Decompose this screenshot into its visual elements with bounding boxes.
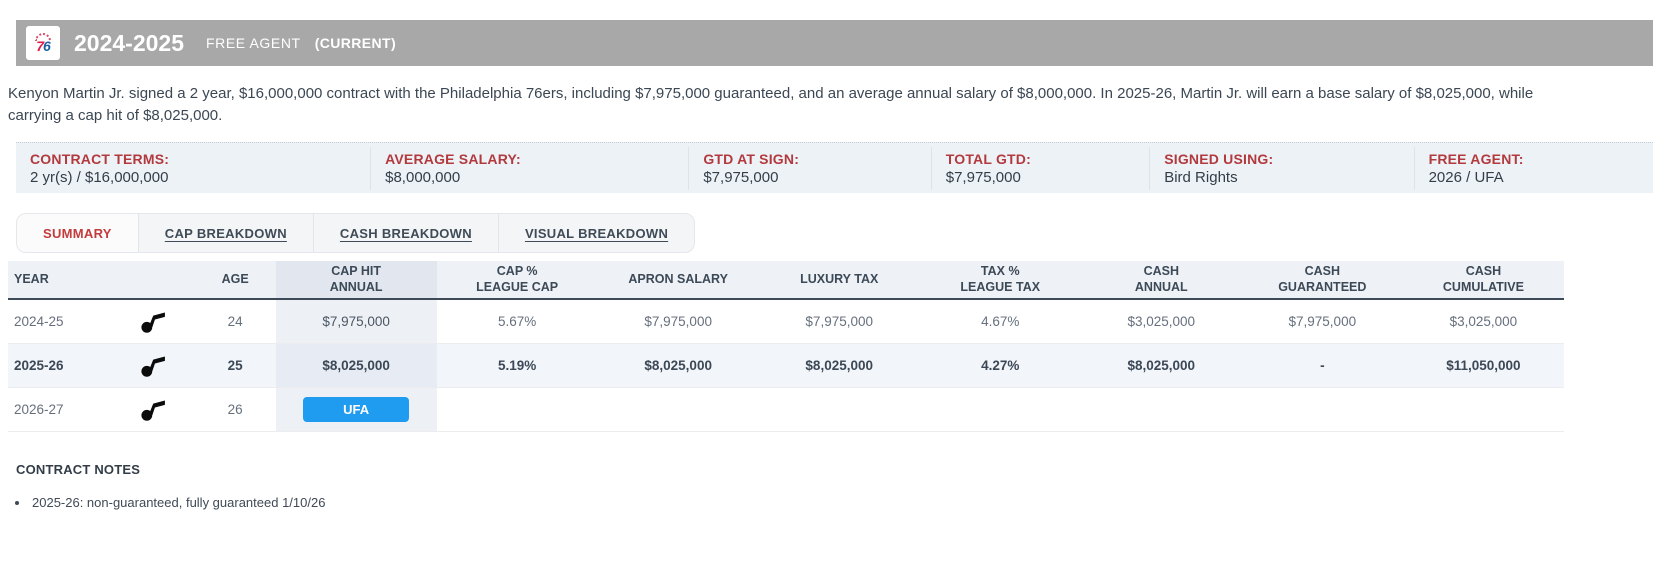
contract-summary-text: Kenyon Martin Jr. signed a 2 year, $16,0…: [8, 85, 1534, 124]
contract-terms-strip: CONTRACT TERMS: 2 yr(s) / $16,000,000 AV…: [16, 142, 1653, 193]
season-header-bar: 76 2024-2025 FREE AGENT (CURRENT): [16, 20, 1653, 66]
year-cell: 2025-26: [8, 343, 111, 388]
table-row-2025-26: 2025-26 25 $8,025,000 5.19% $8,025,000 $…: [8, 343, 1564, 388]
col-header-apron-salary: APRON SALARY: [597, 261, 759, 300]
luxury-tax-cell: $7,975,000: [758, 299, 920, 344]
cash-cumulative-cell: $3,025,000: [1402, 299, 1564, 344]
col-header-year: YEAR: [8, 261, 111, 300]
term-total-gtd: TOTAL GTD: $7,975,000: [930, 146, 1149, 190]
contract-notes-list: 2025-26: non-guaranteed, fully guarantee…: [30, 495, 1669, 510]
term-value: 2 yr(s) / $16,000,000: [30, 168, 169, 186]
col-header-luxury-tax: LUXURY TAX: [758, 261, 920, 300]
apron-salary-cell: $7,975,000: [597, 299, 759, 344]
cap-pct-cell: 5.67%: [436, 299, 598, 344]
year-cell: 2026-27: [8, 387, 111, 432]
luxury-tax-cell: $8,025,000: [758, 343, 920, 388]
term-gtd-at-sign: GTD AT SIGN: $7,975,000: [688, 146, 930, 190]
term-label: CONTRACT TERMS:: [30, 150, 170, 167]
logo-six: 6: [43, 38, 51, 54]
col-header-cap-pct: CAP % LEAGUE CAP: [436, 261, 598, 300]
cap-hit-cell: $8,025,000: [275, 343, 437, 388]
cash-guaranteed-cell: [1241, 387, 1403, 432]
team-cell: [110, 387, 195, 432]
col-header-cash-guaranteed: CASH GUARANTEED: [1241, 261, 1403, 300]
logo-seven: 7: [36, 38, 44, 54]
tax-pct-cell: [919, 387, 1081, 432]
cash-annual-cell: $8,025,000: [1080, 343, 1242, 388]
year-cell: 2024-25: [8, 299, 111, 344]
cap-hit-cell: UFA: [275, 387, 437, 432]
term-free-agent: FREE AGENT: 2026 / UFA: [1413, 146, 1653, 190]
contract-notes-title: CONTRACT NOTES: [16, 461, 141, 477]
cash-annual-cell: [1080, 387, 1242, 432]
age-cell: 26: [194, 387, 276, 432]
team-cell: [110, 299, 195, 344]
tab-cap-breakdown[interactable]: CAP BREAKDOWN: [137, 214, 313, 252]
tab-cash-breakdown[interactable]: CASH BREAKDOWN: [312, 214, 498, 252]
jazz-note-icon: [141, 312, 165, 333]
sixers-76-logo-icon: 76: [26, 26, 60, 60]
age-cell: 24: [194, 299, 276, 344]
term-label: FREE AGENT:: [1428, 150, 1524, 167]
col-header-team: [110, 261, 195, 300]
term-value: $7,975,000: [945, 168, 1021, 186]
col-header-age: AGE: [194, 261, 276, 300]
breakdown-tabs: SUMMARY CAP BREAKDOWN CASH BREAKDOWN VIS…: [16, 213, 696, 253]
ufa-button[interactable]: UFA: [303, 396, 410, 422]
tax-pct-cell: 4.67%: [919, 299, 1081, 344]
apron-salary-cell: $8,025,000: [597, 343, 759, 388]
contract-notes-section: CONTRACT NOTES 2025-26: non-guaranteed, …: [16, 462, 1669, 510]
col-header-cap-hit: CAP HIT ANNUAL: [275, 261, 437, 300]
table-header-row: YEAR AGE CAP HIT ANNUAL CAP % LEAGUE CAP A…: [8, 261, 1564, 300]
luxury-tax-cell: [758, 387, 920, 432]
apron-salary-cell: [597, 387, 759, 432]
term-value: $8,000,000: [385, 168, 461, 186]
jazz-note-icon: [141, 400, 165, 421]
current-tag: (CURRENT): [314, 35, 397, 51]
cap-pct-cell: 5.19%: [436, 343, 598, 388]
col-header-cash-cumulative: CASH CUMULATIVE: [1402, 261, 1564, 300]
cash-guaranteed-cell: -: [1241, 343, 1403, 388]
free-agent-label: FREE AGENT: [206, 35, 301, 51]
cap-hit-cell: $7,975,000: [275, 299, 437, 344]
cash-cumulative-cell: [1402, 387, 1564, 432]
tax-pct-cell: 4.27%: [919, 343, 1081, 388]
sixers-76-text: 76: [36, 38, 51, 54]
cash-annual-cell: $3,025,000: [1080, 299, 1242, 344]
term-label: TOTAL GTD:: [945, 150, 1031, 167]
team-cell: [110, 343, 195, 388]
col-header-cash-annual: CASH ANNUAL: [1080, 261, 1242, 300]
tab-visual-breakdown[interactable]: VISUAL BREAKDOWN: [497, 214, 694, 252]
jazz-note-icon: [141, 356, 165, 377]
table-row-2024-25: 2024-25 24 $7,975,000 5.67% $7,975,000 $…: [8, 299, 1564, 344]
stars-arc-icon: [35, 33, 51, 41]
term-contract-terms: CONTRACT TERMS: 2 yr(s) / $16,000,000: [16, 147, 370, 190]
term-value: Bird Rights: [1164, 168, 1238, 186]
term-label: AVERAGE SALARY:: [385, 150, 521, 167]
table-row-2026-27: 2026-27 26 UFA: [8, 387, 1564, 432]
cash-cumulative-cell: $11,050,000: [1402, 343, 1564, 388]
cash-guaranteed-cell: $7,975,000: [1241, 299, 1403, 344]
salary-table: YEAR AGE CAP HIT ANNUAL CAP % LEAGUE CAP A…: [8, 261, 1564, 432]
contract-note-item: 2025-26: non-guaranteed, fully guarantee…: [30, 495, 1669, 510]
term-value: $7,975,000: [703, 168, 779, 186]
season-title: 2024-2025: [74, 29, 184, 56]
col-header-tax-pct: TAX % LEAGUE TAX: [919, 261, 1081, 300]
age-cell: 25: [194, 343, 276, 388]
term-average-salary: AVERAGE SALARY: $8,000,000: [370, 146, 688, 190]
term-signed-using: SIGNED USING: Bird Rights: [1149, 146, 1413, 190]
term-value: 2026 / UFA: [1428, 168, 1504, 186]
cap-pct-cell: [436, 387, 598, 432]
term-label: SIGNED USING:: [1164, 150, 1274, 167]
tab-summary[interactable]: SUMMARY: [17, 214, 138, 252]
term-label: GTD AT SIGN:: [703, 150, 800, 167]
contract-page: 76 2024-2025 FREE AGENT (CURRENT) Kenyon…: [0, 20, 1669, 510]
